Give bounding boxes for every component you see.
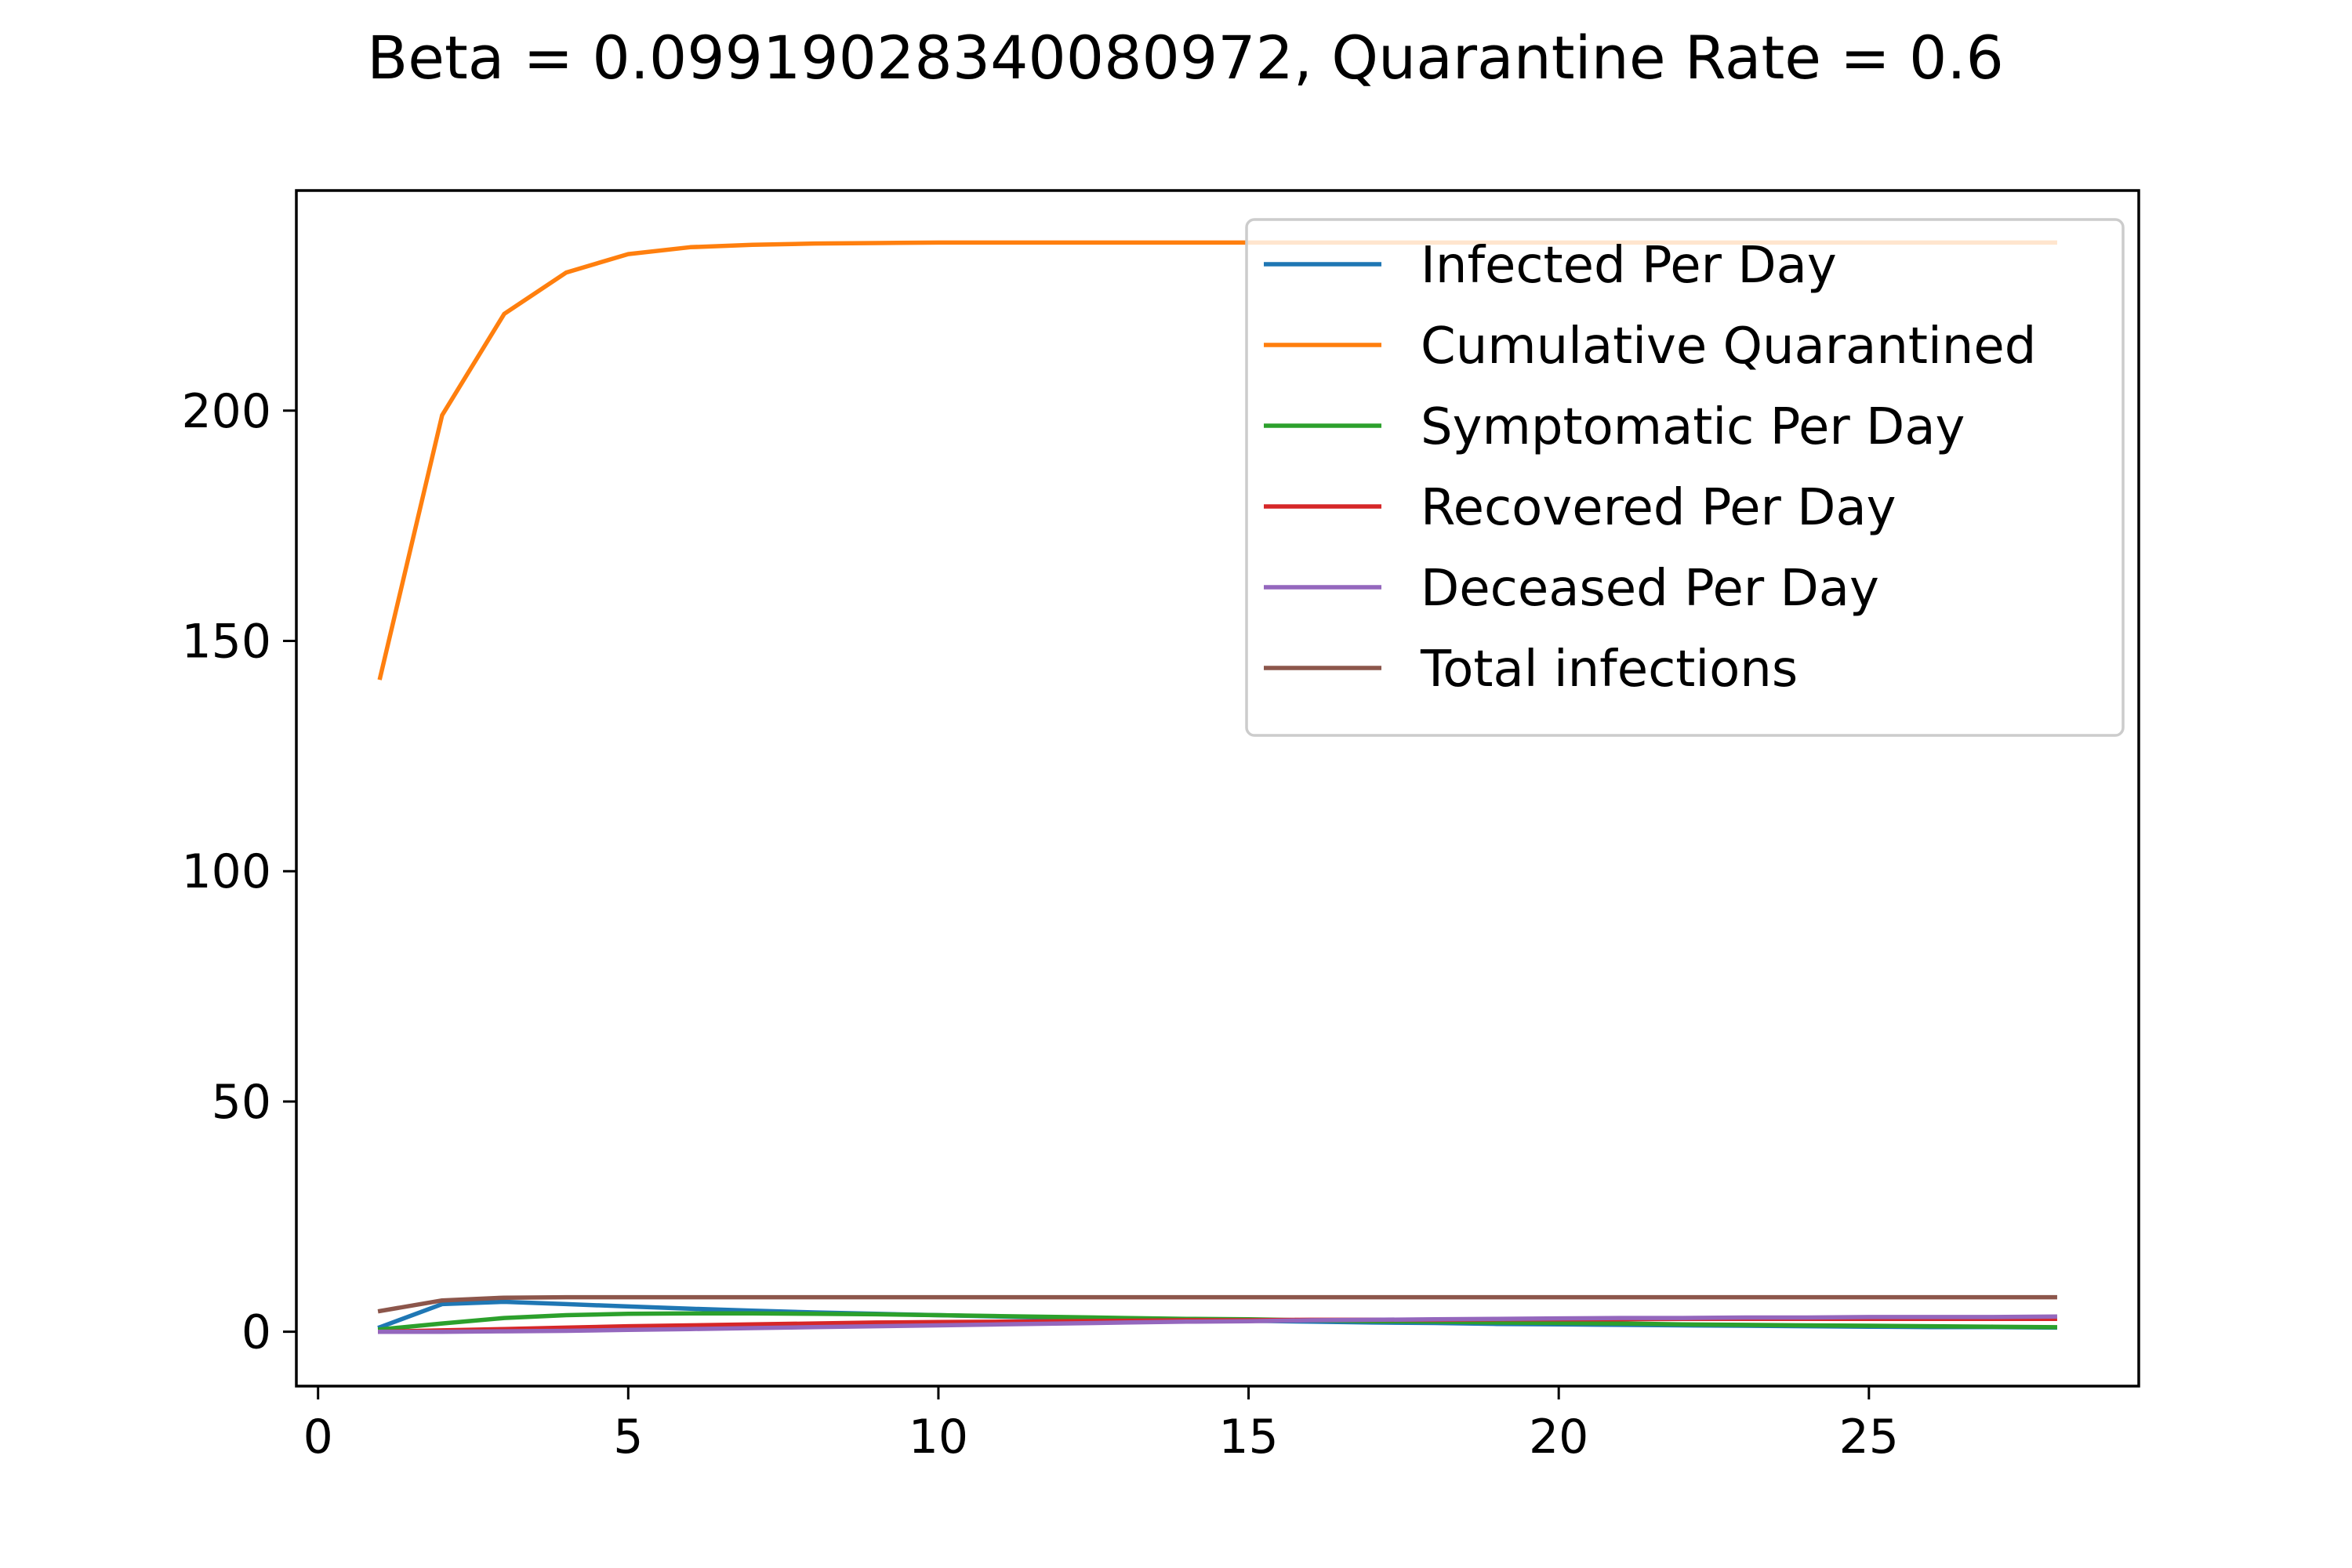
- x-tick-label: 5: [613, 1410, 643, 1465]
- legend-label: Total infections: [1420, 641, 1798, 699]
- x-tick-label: 0: [303, 1410, 333, 1465]
- plot-area: 0 5 10 15 20 25 0 50 100 150 200: [181, 189, 2140, 1465]
- y-tick-label: 100: [181, 844, 271, 899]
- x-axis: 0 5 10 15 20 25: [303, 1386, 1899, 1465]
- x-tick-label: 10: [909, 1410, 968, 1465]
- series-layer: [377, 240, 2057, 1334]
- series-line-5: [378, 1314, 2057, 1334]
- x-tick-label: 15: [1218, 1410, 1278, 1465]
- y-tick-label: 200: [181, 384, 271, 439]
- y-axis: 0 50 100 150 200: [181, 384, 296, 1360]
- legend-label: Recovered Per Day: [1421, 479, 1896, 537]
- legend-label: Symptomatic Per Day: [1421, 398, 1965, 456]
- legend-label: Infected Per Day: [1421, 237, 1837, 295]
- x-tick-label: 20: [1529, 1410, 1588, 1465]
- chart-title: Beta = 0.09919028340080972, Quarantine R…: [367, 23, 2004, 93]
- y-tick-label: 0: [241, 1305, 271, 1360]
- legend: Infected Per Day Cumulative Quarantined Sy…: [1245, 218, 2125, 737]
- legend-label: Cumulative Quarantined: [1421, 318, 2036, 376]
- series-line-6: [377, 1294, 2057, 1314]
- y-tick-label: 150: [181, 615, 271, 670]
- legend-label: Deceased Per Day: [1421, 560, 1879, 618]
- x-tick-label: 25: [1839, 1410, 1899, 1465]
- y-tick-label: 50: [212, 1075, 271, 1130]
- axes-frame: [295, 189, 2140, 1388]
- legend-box: [1245, 218, 2125, 737]
